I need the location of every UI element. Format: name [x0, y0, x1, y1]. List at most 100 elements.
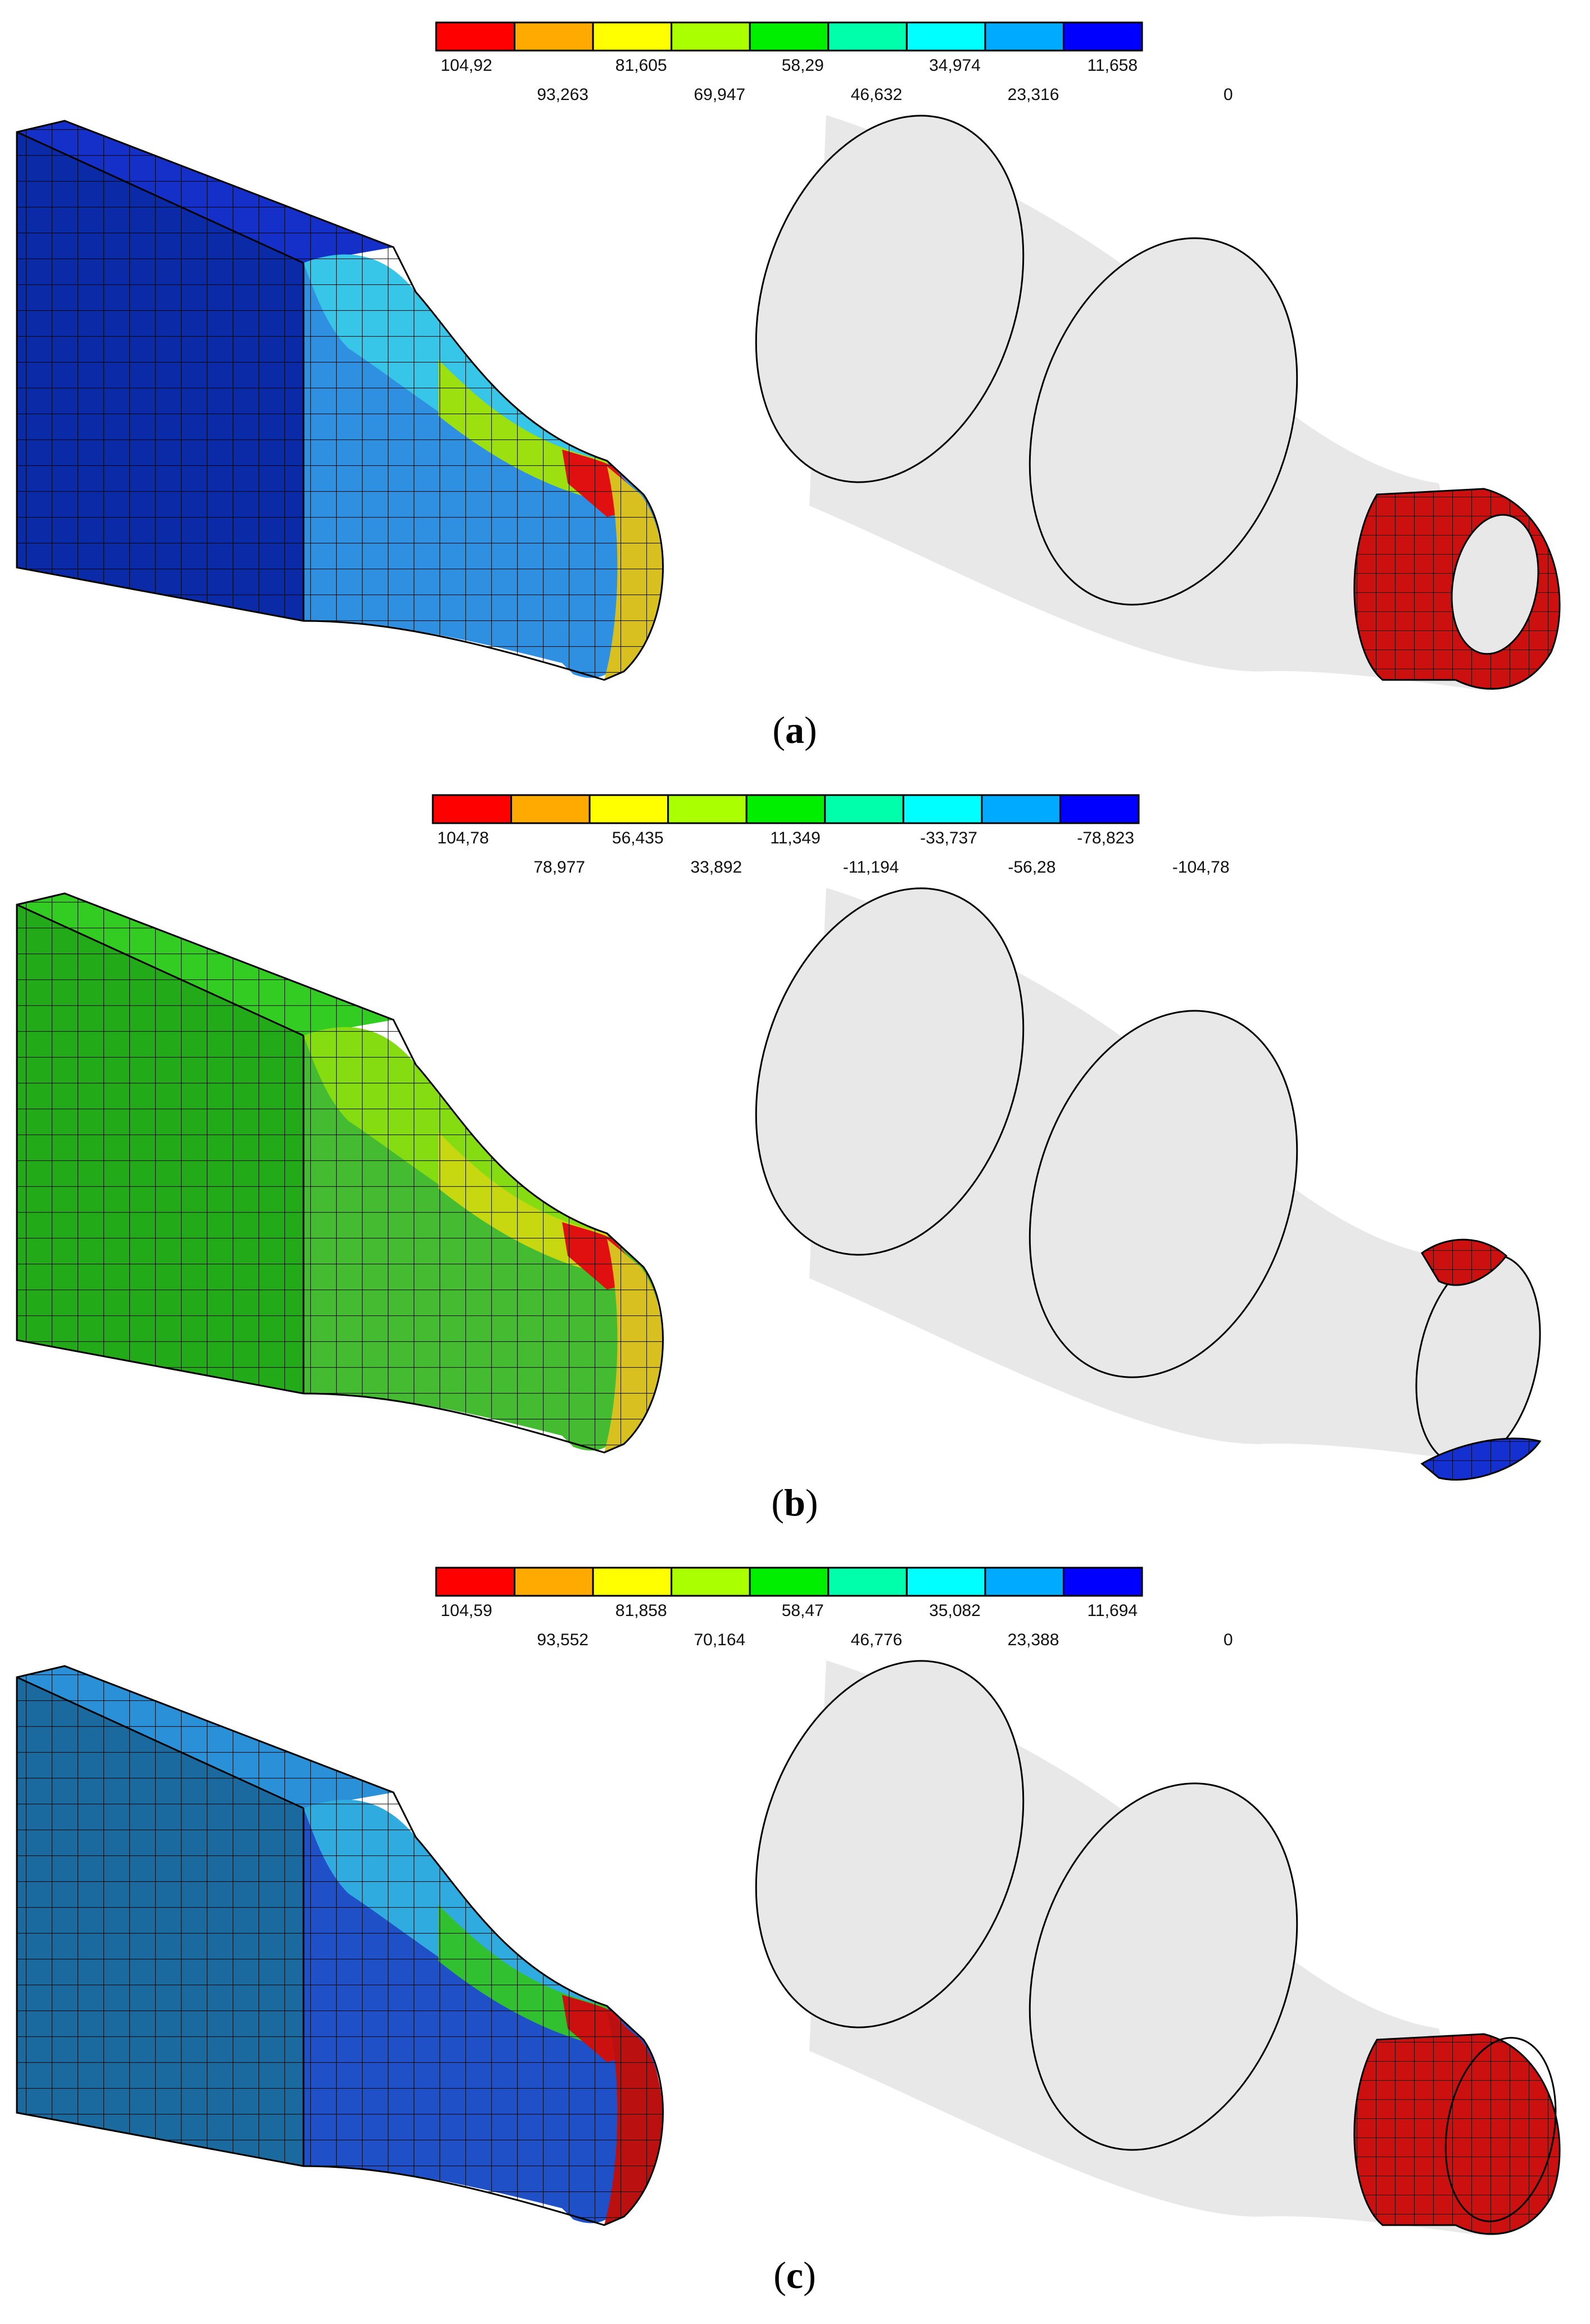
- legend-label-lower: -11,194: [843, 858, 899, 877]
- legend-swatch: [435, 1567, 516, 1597]
- color-legend: 104,92 81,605 58,29 34,974 11,658 93,263 69,94…: [435, 21, 1233, 104]
- caption-letter: b: [784, 1481, 805, 1524]
- legend-swatch: [749, 21, 830, 52]
- legend-label-upper: 104,92: [441, 56, 492, 75]
- legend-label-upper: 34,974: [929, 56, 981, 75]
- legend-label-upper: 35,082: [929, 1601, 981, 1620]
- caption-close: ): [803, 2254, 816, 2296]
- geometry-section-1: [755, 1660, 1025, 2028]
- result-cap-mesh: [1422, 1240, 1506, 1286]
- model-outline: [16, 1665, 664, 2226]
- legend-label-lower: 0: [1224, 85, 1233, 104]
- legend-swatch: [588, 794, 669, 824]
- result-end-mesh: [1354, 2034, 1560, 2234]
- legend-label-upper: 58,29: [782, 56, 824, 75]
- geometry-section-2: [1029, 237, 1298, 606]
- legend-swatch: [905, 1567, 986, 1597]
- caption-close: ): [805, 1481, 818, 1524]
- fe-mesh-model: [16, 892, 664, 1454]
- legend-label-lower: 0: [1224, 1631, 1233, 1649]
- legend-swatch: [435, 21, 516, 52]
- legend-swatch: [1059, 794, 1140, 824]
- caption-letter: c: [786, 2254, 803, 2296]
- panel-a: 104,92 81,605 58,29 34,974 11,658 93,263 69,94…: [16, 21, 1561, 751]
- legend-label-lower: 46,776: [851, 1631, 903, 1649]
- legend-label-upper: 104,78: [437, 829, 489, 847]
- legend-label-upper: -33,737: [920, 829, 977, 847]
- mesh-grid: [17, 1666, 663, 2225]
- geometry-wireframe: [755, 887, 1542, 1481]
- caption-open: (: [771, 1481, 784, 1524]
- legend-swatch: [671, 21, 751, 52]
- legend-swatch: [745, 794, 826, 824]
- legend-label-upper: 11,658: [1087, 56, 1138, 75]
- legend-swatch: [1062, 1567, 1143, 1597]
- legend-swatch: [902, 794, 983, 824]
- legend-swatch: [824, 794, 904, 824]
- fe-mesh-model: [16, 120, 664, 681]
- geometry-section-1: [755, 887, 1025, 1256]
- legend-label-upper: 58,47: [782, 1601, 824, 1620]
- panel-c: 104,59 81,858 58,47 35,082 11,694 93,552 70,16…: [16, 1567, 1561, 2296]
- legend-label-lower: -104,78: [1172, 858, 1230, 877]
- caption-open: (: [772, 709, 785, 751]
- mesh-grid: [17, 121, 663, 680]
- caption-close: ): [804, 709, 817, 751]
- mesh-grid: [17, 893, 663, 1453]
- geometry-wireframe: [755, 1660, 1561, 2236]
- legend-label-upper: 81,858: [615, 1601, 667, 1620]
- legend-swatch: [514, 21, 594, 52]
- legend-label-upper: 11,349: [770, 829, 821, 847]
- geometry-section-2: [1029, 1010, 1298, 1378]
- legend-label-upper: 104,59: [441, 1601, 492, 1620]
- legend-swatch: [432, 794, 513, 824]
- legend-label-lower: 70,164: [694, 1631, 745, 1649]
- result-cap-mesh: [1422, 1438, 1540, 1480]
- panel-b: 104,78 56,435 11,349 -33,737 -78,823 78,977 33…: [16, 794, 1542, 1524]
- model-edge: [16, 1676, 304, 1809]
- legend-label-lower: 78,977: [533, 858, 585, 877]
- result-end-face: [1444, 2037, 1557, 2222]
- legend-swatch: [667, 794, 748, 824]
- legend-swatch: [827, 21, 908, 52]
- model-edge: [16, 904, 304, 1037]
- fe-mesh-model: [16, 1665, 664, 2226]
- legend-swatch: [905, 21, 986, 52]
- legend-swatch: [827, 1567, 908, 1597]
- legend-swatch: [984, 21, 1064, 52]
- geometry-wireframe: [755, 115, 1561, 691]
- legend-label-upper: 56,435: [612, 829, 664, 847]
- geometry-section-1: [755, 115, 1025, 483]
- caption-letter: a: [785, 709, 804, 751]
- legend-label-lower: 69,947: [694, 85, 745, 104]
- legend-label-upper: 11,694: [1087, 1601, 1138, 1620]
- geometry-section-2: [1029, 1782, 1298, 2151]
- legend-swatch: [984, 1567, 1064, 1597]
- legend-label-lower: 46,632: [851, 85, 903, 104]
- legend-swatch: [981, 794, 1061, 824]
- model-edge: [16, 131, 304, 264]
- legend-swatch: [592, 21, 673, 52]
- legend-label-lower: 23,388: [1008, 1631, 1059, 1649]
- legend-label-lower: 33,892: [690, 858, 742, 877]
- model-outline: [16, 120, 664, 681]
- panel-caption: (b): [771, 1481, 818, 1524]
- legend-label-lower: -56,28: [1008, 858, 1056, 877]
- legend-label-lower: 93,552: [537, 1631, 588, 1649]
- color-legend: 104,59 81,858 58,47 35,082 11,694 93,552 70,16…: [435, 1567, 1233, 1649]
- caption-open: (: [773, 2254, 786, 2296]
- color-legend: 104,78 56,435 11,349 -33,737 -78,823 78,977 33…: [432, 794, 1230, 877]
- legend-label-upper: 81,605: [615, 56, 667, 75]
- legend-swatch: [671, 1567, 751, 1597]
- legend-swatch: [749, 1567, 830, 1597]
- legend-swatch: [510, 794, 591, 824]
- legend-label-lower: 23,316: [1008, 85, 1059, 104]
- legend-swatch: [592, 1567, 673, 1597]
- result-ring-hole: [1451, 514, 1539, 655]
- model-outline: [16, 892, 664, 1454]
- legend-swatch: [514, 1567, 594, 1597]
- legend-label-lower: 93,263: [537, 85, 588, 104]
- legend-swatch: [1062, 21, 1143, 52]
- legend-label-upper: -78,823: [1077, 829, 1134, 847]
